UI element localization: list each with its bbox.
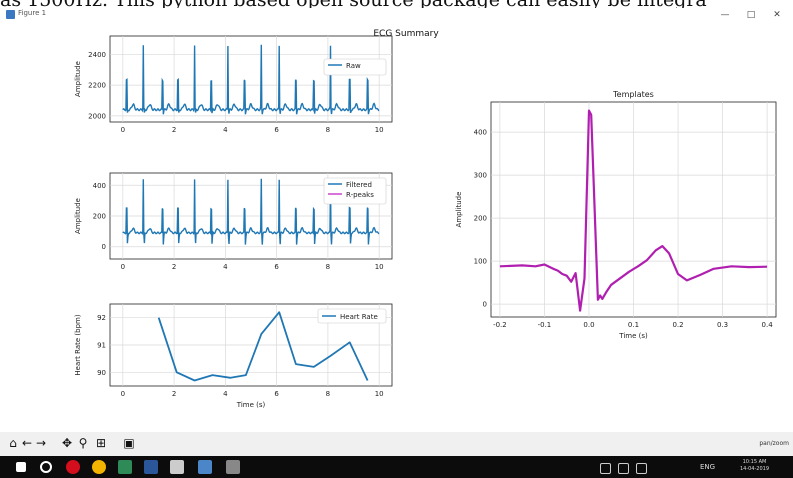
templates-xlabel: Time (s) [618,332,648,340]
clock-time: 10:15 AM [742,459,767,465]
templates-xtick-label: 0.2 [672,321,683,329]
raw-xtick-label: 8 [326,126,330,134]
caption-banner: as 1500Hz. This python based open source… [0,0,793,9]
raw-legend-label: Raw [346,62,361,70]
zoom-icon[interactable]: ⚲ [78,436,88,450]
filtered-xtick-label: 8 [326,263,330,271]
heart_rate-xtick-label: 2 [172,390,176,398]
templates-xtick-label: 0.1 [628,321,639,329]
templates-ytick-label: 300 [474,172,487,180]
raw-xtick-label: 6 [274,126,279,134]
filtered-xtick-label: 2 [172,263,176,271]
filtered-ytick-label: 400 [93,182,106,190]
templates-ytick-label: 200 [474,215,487,223]
filtered-legend-label: Filtered [346,181,372,189]
filtered-xtick-label: 10 [375,263,384,271]
volume-icon[interactable] [618,463,629,474]
heart_rate-xtick-label: 6 [274,390,279,398]
clock-date: 14-04-2019 [739,466,769,472]
figure-canvas: ECG Summary 0 2 4 6 8 10 2000 2200 2400 Amplitude R… [0,22,793,432]
filtered-legend-label: R-peaks [346,191,374,199]
window-titlebar: Figure 1 — □ ✕ [0,8,793,22]
opera-icon[interactable] [66,460,80,474]
templates-xtick-label: 0.4 [762,321,774,329]
raw-ytick-label: 2000 [88,112,106,120]
photos-icon[interactable] [226,460,240,474]
coordinate-readout: pan/zoom [759,440,789,447]
templates-ytick-label: 400 [474,129,487,137]
templates-xtick-label: 0.3 [717,321,728,329]
heart_rate-xtick-label: 0 [121,390,125,398]
subplots-icon[interactable]: ⊞ [95,436,107,450]
raw-axes-frame [109,35,393,123]
pan-icon[interactable]: ✥ [61,436,73,450]
raw-xtick-label: 10 [375,126,384,134]
figure-title: ECG Summary [373,29,439,39]
heart_rate-legend-label: Heart Rate [340,313,378,321]
home-icon[interactable]: ⌂ [9,436,17,450]
back-arrow-icon[interactable]: ← [21,436,33,450]
heart_rate-xtick-label: 8 [326,390,330,398]
maximize-button[interactable]: □ [746,10,756,20]
heart_rate-xtick-label: 10 [375,390,384,398]
matplotlib-toolbar: ⌂ ← → ✥ ⚲ ⊞ ▣ pan/zoom [0,432,793,456]
notifications-icon[interactable] [636,463,647,474]
heart_rate-ytick-label: 90 [97,369,106,377]
templates-xtick-label: -0.1 [538,321,552,329]
filtered-ytick-label: 0 [102,243,106,251]
filtered-ylabel: Amplitude [74,198,82,234]
terminal-icon[interactable] [170,460,184,474]
heart_rate-legend-box [317,308,387,324]
raw-legend-box [323,58,387,76]
filtered-xtick-label: 4 [223,263,228,271]
filtered-ytick-label: 200 [93,213,106,221]
caption-text: as 1500Hz. This python based open source… [0,0,793,9]
close-button[interactable]: ✕ [773,10,781,20]
raw-ylabel: Amplitude [74,61,82,97]
raw-xtick-label: 0 [121,126,125,134]
filtered-xtick-label: 6 [274,263,279,271]
window-title: Figure 1 [18,9,47,17]
templates-xtick-label: -0.2 [493,321,507,329]
raw-ytick-label: 2400 [88,51,106,59]
app-green-icon[interactable] [118,460,132,474]
windows-start-icon[interactable] [16,462,26,472]
minimize-button[interactable]: — [720,10,730,20]
windows-taskbar: ENG 10:15 AM 14-04-2019 [0,456,793,478]
templates-ytick-label: 0 [483,301,487,309]
raw-xtick-label: 4 [223,126,228,134]
chrome-icon[interactable] [92,460,106,474]
templates-xtick-label: 0.0 [583,321,594,329]
network-icon[interactable] [600,463,611,474]
language-indicator[interactable]: ENG [700,463,716,471]
raw-series-line [122,44,380,115]
heart_rate-xtick-label: 4 [223,390,228,398]
heart_rate-xlabel: Time (s) [236,401,266,409]
taskbar-clock[interactable]: 10:15 AM 14-04-2019 [740,459,769,473]
templates-series-line [499,109,768,312]
raw-xtick-label: 2 [172,126,176,134]
matplotlib-app-icon [6,10,15,19]
heart_rate-ylabel: Heart Rate (bpm) [74,314,82,375]
forward-arrow-icon[interactable]: → [35,436,47,450]
python-icon[interactable] [198,460,212,474]
raw-ytick-label: 2200 [88,82,106,90]
heart_rate-ytick-label: 92 [97,314,106,322]
filtered-xtick-label: 0 [121,263,125,271]
templates-ylabel: Amplitude [455,192,463,228]
templates-title: Templates [612,90,654,99]
templates-ytick-label: 100 [474,258,487,266]
search-icon[interactable] [40,461,52,473]
filtered-series-line [122,178,380,245]
heart_rate-series-line [157,311,369,382]
heart_rate-ytick-label: 91 [97,342,106,350]
word-icon[interactable] [144,460,158,474]
save-icon[interactable]: ▣ [123,436,135,450]
